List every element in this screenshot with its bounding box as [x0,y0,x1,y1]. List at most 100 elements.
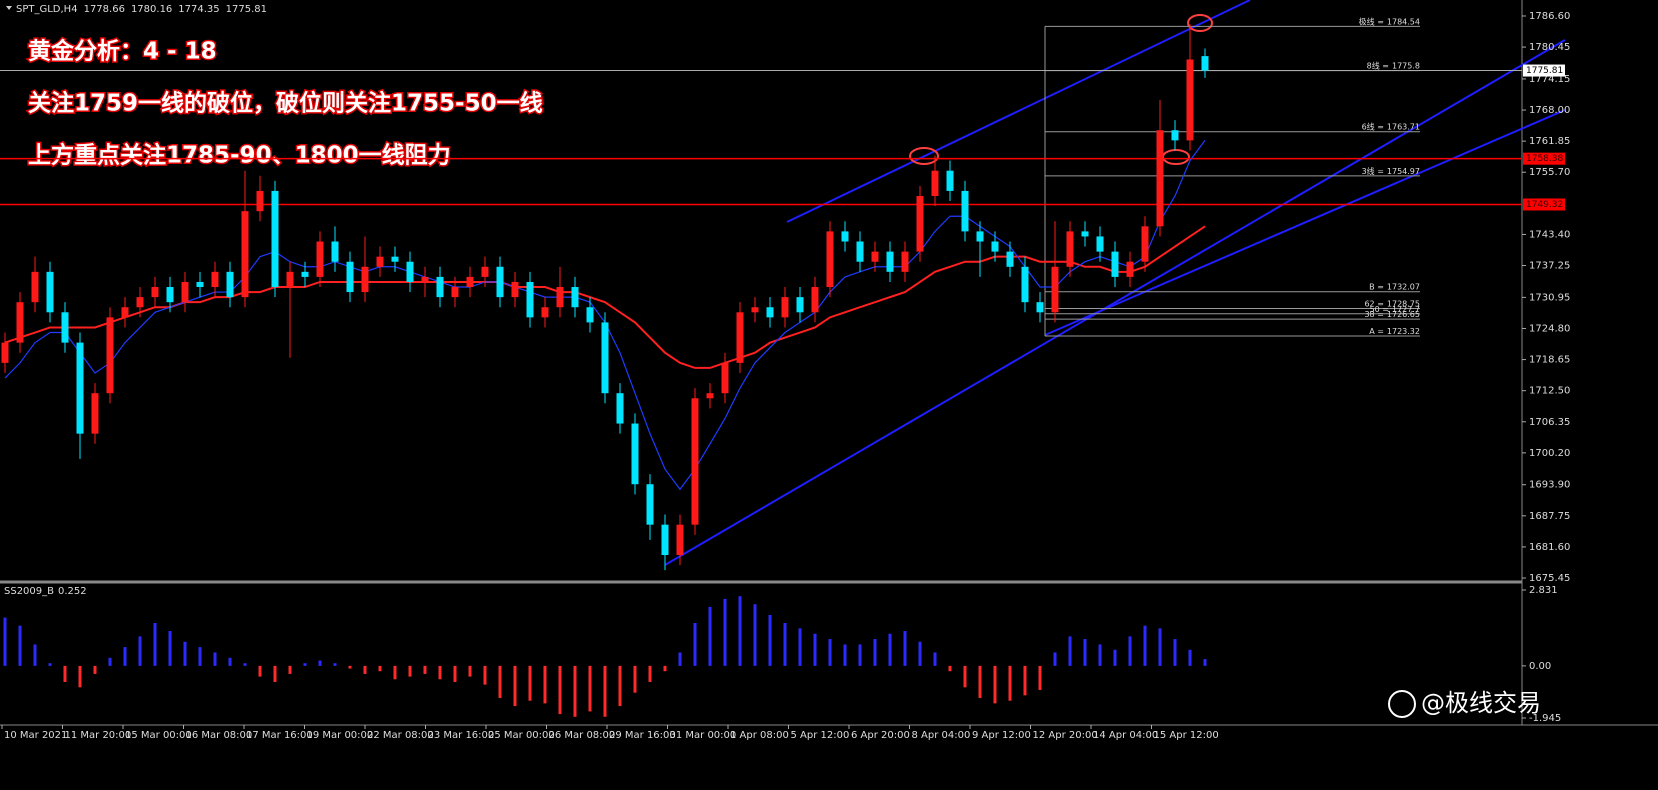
candle-body [946,170,954,191]
annotation: 黄金分析：4 - 18 [28,38,217,65]
indicator-bar [993,665,997,704]
level-name: 38 = [1364,310,1383,319]
candle-body [931,170,939,196]
indicator-bar [603,665,607,717]
candle-body [331,241,339,262]
ohlc-value: 1775.81 [226,4,267,15]
level-value: 1732.07 [1387,282,1420,291]
indicator-bar [258,665,262,677]
y-tick-label: 2.831 [1529,585,1558,596]
y-tick-label: 1774.15 [1529,74,1570,85]
indicator-bar [558,665,562,715]
candle-body [1021,266,1029,303]
indicator-bar [93,665,97,674]
indicator-bar [1083,639,1087,666]
candle-body [181,281,189,303]
candle-body [1171,130,1179,141]
candle-body [1051,266,1059,313]
indicator-bar [768,614,772,666]
indicator-bar [123,647,127,666]
level-label: 50 = 1727.7 [1370,304,1420,313]
level-label: 8线 = 1775.8 [1367,60,1420,70]
x-tick-label: 19 Mar 00:00 [307,730,374,741]
indicator-bar [543,665,547,704]
candle-body [976,231,984,242]
price-label: 1758.38 [1526,154,1563,164]
candle-body [796,297,804,313]
menu-arrow[interactable] [6,6,12,10]
ohlc-value: 1778.66 [84,4,125,15]
y-tick-label: 1681.60 [1529,542,1570,553]
candle-body [871,251,879,262]
candle-body [751,307,759,313]
level-label: 62 = 1728.75 [1364,299,1420,308]
indicator-bar [378,665,382,672]
indicator-bar [1113,649,1117,666]
indicator-bar [363,665,367,674]
indicator-bar [348,665,352,669]
level-name: 50 = [1370,304,1389,313]
indicator-bar [303,663,307,666]
indicator-bar [513,665,517,707]
channel-line [786,0,1251,223]
y-tick-label: 1693.90 [1529,480,1570,491]
x-tick-label: 11 Mar 20:00 [65,730,132,741]
candle-body [31,271,39,303]
candle-body [391,256,399,262]
x-tick-label: 15 Apr 12:00 [1154,730,1219,741]
indicator-bar [693,622,697,666]
indicator-bar [843,644,847,666]
candle-body [406,261,414,282]
candle-body [256,190,264,212]
y-tick-label: 1718.65 [1529,355,1570,366]
y-tick-label: 1730.95 [1529,292,1570,303]
indicator-bar [723,598,727,666]
indicator-bar [213,652,217,666]
indicator-bar [633,665,637,693]
candle-body [856,241,864,262]
candle-body [76,342,84,434]
x-tick-label: 15 Mar 00:00 [125,730,192,741]
highlight-ellipse [909,147,939,165]
symbol-header: SPT_GLD,H4 1778.66 1780.16 1774.35 1775.81 [16,4,267,15]
indicator-bar [1188,649,1192,666]
indicator-bar [63,665,67,682]
indicator-bar [48,663,52,666]
candle-body [661,524,669,556]
candle-body [451,287,459,298]
candle-body [556,287,564,308]
indicator-bar [888,633,892,666]
candle-body [631,423,639,485]
level-value: 1728.75 [1387,299,1420,308]
indicator-header: SS2009_B 0.252 [4,586,87,597]
indicator-bar [1173,639,1177,666]
level-name: 62 = [1364,299,1383,308]
candle-body [436,276,444,298]
level-name: A = [1369,326,1384,335]
indicator-bar [33,644,37,666]
candle-body [226,271,234,298]
indicator-bar [153,622,157,666]
indicator-bar [1143,625,1147,666]
indicator-bar [738,596,742,666]
indicator-bar [1098,644,1102,666]
watermark: @极线交易 [1421,689,1541,717]
level-value: 1723.32 [1387,326,1420,335]
indicator-bar [1128,636,1132,666]
y-tick-label: 1675.45 [1529,573,1570,584]
candle-body [916,195,924,252]
trend-line [1044,109,1566,336]
y-tick-label: 1712.50 [1529,386,1570,397]
indicator-bar [393,665,397,680]
candle-body [721,362,729,394]
indicator-bar [438,665,442,680]
level-label: 极线 = 1784.54 [1359,16,1420,26]
indicator-bar [918,641,922,666]
x-tick-label: 22 Mar 08:00 [367,730,434,741]
y-tick-label: 1737.25 [1529,261,1570,272]
candle-body [586,307,594,323]
x-tick-label: 6 Apr 20:00 [851,730,910,741]
candle-body [301,271,309,277]
candle-body [961,190,969,232]
candle-body [991,241,999,252]
